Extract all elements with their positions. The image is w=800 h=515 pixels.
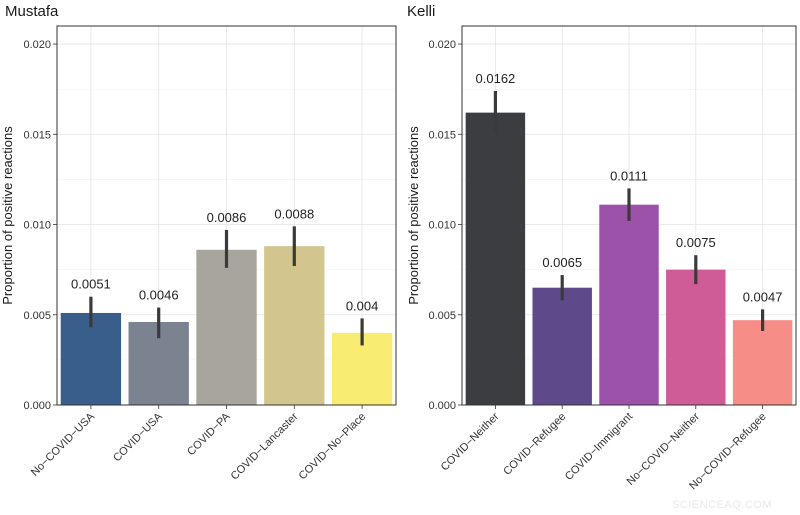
panel-2-y-tick-label: 0.000 bbox=[428, 400, 456, 412]
panel-1-data-label: 0.0051 bbox=[71, 277, 111, 292]
panel-1-x-tick-label: COVID−No−Place bbox=[297, 411, 369, 483]
panel-1-data-label: 0.004 bbox=[346, 298, 379, 313]
panel-1-y-tick-label: 0.010 bbox=[23, 220, 51, 232]
panel-1-y-tick-label: 0.005 bbox=[23, 310, 51, 322]
panel-1-title: Mustafa bbox=[5, 3, 59, 20]
panel-1-data-label: 0.0046 bbox=[139, 288, 179, 303]
panel-2-bar bbox=[599, 204, 659, 405]
panel-2-x-tick-label: No−COVID−Refugee bbox=[687, 411, 769, 493]
panel-1-plot-border bbox=[56, 25, 397, 406]
panel-2-x-tick-label: COVID−Neither bbox=[439, 410, 502, 473]
panel-2-y-tick-label: 0.020 bbox=[428, 39, 456, 51]
panel-2-data-label: 0.0075 bbox=[676, 235, 716, 250]
watermark: SCIENCEAQ.COM bbox=[671, 499, 772, 511]
panel-2: Kelli Proportion of positive reactions 0.0… bbox=[406, 3, 797, 493]
panel-1-bar bbox=[196, 249, 257, 405]
panel-2-data-label: 0.0065 bbox=[542, 255, 582, 270]
panel-1-x-tick-label: COVID−Lancaster bbox=[229, 410, 301, 482]
panel-2-y-axis-label: Proportion of positive reactions bbox=[406, 126, 421, 305]
panel-1-data-label: 0.0088 bbox=[274, 206, 314, 221]
panel-2-bar bbox=[732, 320, 793, 405]
panel-1-y-tick-label: 0.000 bbox=[23, 400, 51, 412]
panel-2-data-label: 0.0162 bbox=[476, 71, 516, 86]
panel-1-y-axis-label: Proportion of positive reactions bbox=[0, 126, 15, 305]
panel-2-bar bbox=[666, 269, 726, 405]
panel-2-x-tick-label: No−COVID−Neither bbox=[625, 410, 702, 487]
panel-1: Mustafa Proportion of positive reactions 0… bbox=[0, 3, 397, 483]
panel-2-plot-border bbox=[461, 25, 797, 406]
panel-1-x-tick-label: No−COVID−USA bbox=[29, 410, 98, 479]
panel-1-x-tick-label: COVID−USA bbox=[111, 410, 165, 464]
panel-2-y-tick-label: 0.015 bbox=[428, 129, 456, 141]
panel-2-title: Kelli bbox=[407, 3, 435, 20]
panel-2-x-tick-label: COVID−Refugee bbox=[501, 411, 568, 478]
panel-2-bar bbox=[465, 112, 526, 405]
panel-2-y-tick-label: 0.005 bbox=[428, 310, 456, 322]
panel-1-bar bbox=[264, 246, 325, 405]
panel-1-bar bbox=[60, 312, 122, 405]
panel-2-bar bbox=[532, 287, 592, 405]
panel-2-x-tick-label: COVID−Immigrant bbox=[563, 411, 635, 483]
panel-1-y-tick-label: 0.020 bbox=[23, 39, 51, 51]
panel-2-y-tick-label: 0.010 bbox=[428, 220, 456, 232]
panel-1-data-label: 0.0086 bbox=[207, 210, 247, 225]
panel-1-y-tick-label: 0.015 bbox=[23, 129, 51, 141]
panel-1-x-tick-label: COVID−PA bbox=[185, 410, 233, 458]
panel-2-data-label: 0.0111 bbox=[610, 168, 648, 183]
panel-2-data-label: 0.0047 bbox=[743, 289, 783, 304]
